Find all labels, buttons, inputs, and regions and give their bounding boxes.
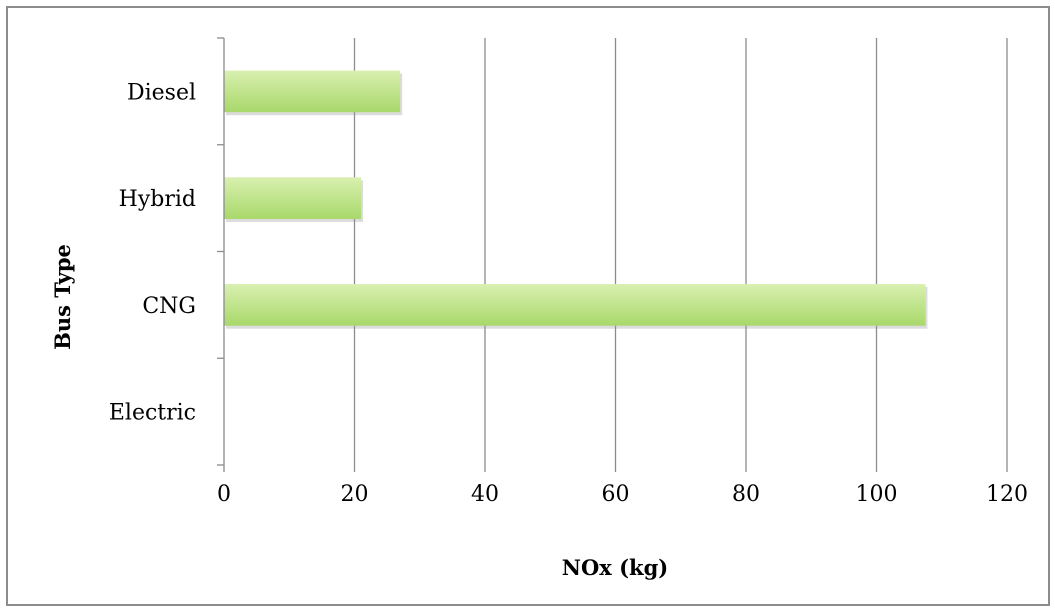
bar-hybrid [224,177,362,219]
x-tick-label: 0 [217,482,231,507]
axes [217,37,225,472]
x-tick-label: 120 [986,482,1028,507]
x-tick-label: 20 [341,482,369,507]
y-tick-label: Hybrid [119,187,196,212]
y-tick-label: Diesel [127,80,196,105]
x-axis-title: NOx (kg) [562,555,668,580]
gridlines [353,38,1008,472]
y-tick-label: Electric [109,401,196,426]
x-tick-label: 40 [471,482,499,507]
bar-cng [224,284,926,326]
x-tick-label: 100 [856,482,898,507]
labels: 0 20 40 60 80 100 120 Diesel Hybrid CNG Electric [109,80,1028,507]
x-tick-label: 80 [732,482,760,507]
y-tick-label: CNG [142,294,196,319]
x-tick-label: 60 [602,482,630,507]
bar-diesel [224,70,401,113]
bars [224,70,928,329]
y-axis-title: Bus Type [50,244,75,350]
